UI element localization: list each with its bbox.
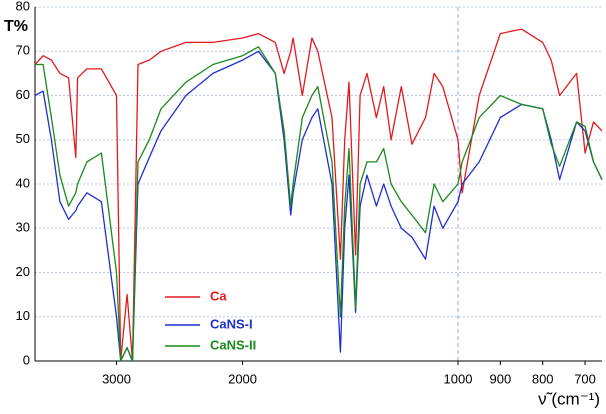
- y-tick-label: 40: [16, 175, 30, 190]
- y-tick-label: 0: [23, 352, 30, 367]
- x-tick-label: 3000: [102, 371, 131, 386]
- y-tick-label: 50: [16, 131, 30, 146]
- x-tick-label: 2000: [228, 371, 257, 386]
- legend-label: CaNS-I: [210, 316, 253, 331]
- y-tick-label: 30: [16, 220, 30, 235]
- x-axis-label: ν̃ (cm⁻¹): [538, 389, 600, 408]
- x-tick-label: 700: [574, 371, 596, 386]
- x-tick-label: 900: [489, 371, 511, 386]
- y-tick-label: 80: [16, 0, 30, 13]
- y-tick-label: 60: [16, 87, 30, 102]
- y-tick-label: 70: [16, 43, 30, 58]
- spectrum-line: [35, 46, 603, 362]
- y-tick-label: 10: [16, 308, 30, 323]
- x-tick-label: 1000: [444, 371, 473, 386]
- legend-label: CaNS-II: [210, 337, 256, 352]
- y-axis-label: T%: [4, 18, 28, 35]
- spectrum-line: [34, 28, 603, 362]
- y-tick-label: 20: [16, 264, 30, 279]
- spectrum-line: [34, 50, 603, 362]
- x-tick-label: 800: [532, 371, 554, 386]
- legend-label: Ca: [210, 288, 227, 303]
